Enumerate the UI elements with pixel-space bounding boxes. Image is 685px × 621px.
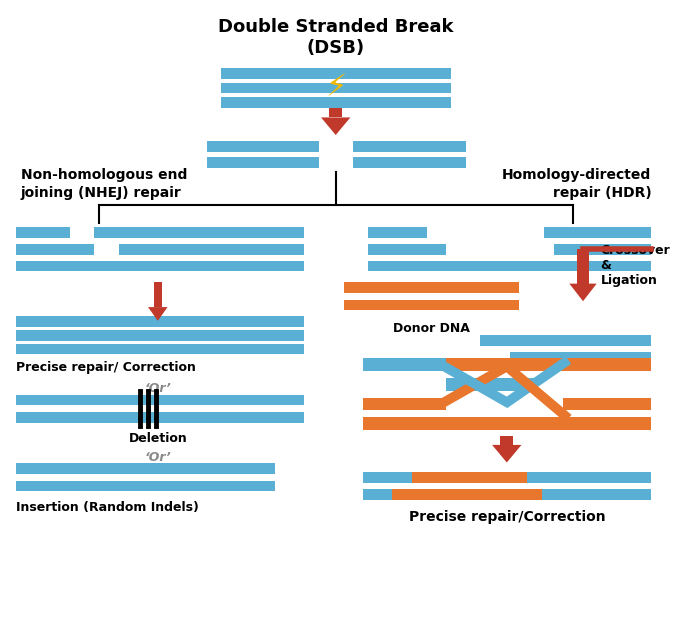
Text: Non-homologous end
joining (NHEJ) repair: Non-homologous end joining (NHEJ) repair xyxy=(21,168,187,199)
Bar xyxy=(221,97,451,108)
Bar xyxy=(363,358,446,371)
Text: Double Stranded Break
(DSB): Double Stranded Break (DSB) xyxy=(218,18,453,57)
Bar xyxy=(207,157,319,168)
Bar xyxy=(412,472,527,483)
Polygon shape xyxy=(492,445,521,463)
Bar xyxy=(344,300,519,310)
Bar xyxy=(553,244,651,255)
Bar xyxy=(329,107,342,117)
Bar xyxy=(16,481,275,491)
Bar xyxy=(221,83,451,94)
Bar xyxy=(353,157,466,168)
Bar xyxy=(16,463,275,474)
Text: ⚡: ⚡ xyxy=(325,74,347,102)
Bar xyxy=(368,244,446,255)
Bar xyxy=(392,489,542,500)
Bar xyxy=(527,472,651,483)
Bar xyxy=(16,227,70,238)
Text: Homology-directed
repair (HDR): Homology-directed repair (HDR) xyxy=(502,168,651,199)
Bar xyxy=(501,436,513,445)
Bar xyxy=(221,68,451,79)
Bar xyxy=(542,489,651,500)
Bar xyxy=(510,351,651,362)
Bar xyxy=(16,244,95,255)
Text: Deletion: Deletion xyxy=(128,432,187,445)
Bar xyxy=(480,335,651,346)
Text: ‘Or’: ‘Or’ xyxy=(145,451,171,464)
Bar xyxy=(446,358,564,371)
Text: Insertion (Random Indels): Insertion (Random Indels) xyxy=(16,501,199,514)
Polygon shape xyxy=(569,284,597,301)
Bar xyxy=(363,489,392,500)
Bar xyxy=(16,261,304,271)
Bar xyxy=(119,244,304,255)
Bar xyxy=(344,282,519,293)
Bar xyxy=(363,417,651,430)
Text: ‘Or’: ‘Or’ xyxy=(145,383,171,396)
Text: Donor DNA: Donor DNA xyxy=(393,322,470,335)
Bar xyxy=(353,142,466,152)
Bar xyxy=(16,412,304,423)
Bar xyxy=(16,316,304,327)
Bar xyxy=(16,344,304,355)
Polygon shape xyxy=(321,117,350,135)
Text: Precise repair/ Correction: Precise repair/ Correction xyxy=(16,361,196,374)
Bar xyxy=(368,261,651,271)
Bar xyxy=(363,397,446,410)
Text: Precise repair/Correction: Precise repair/Correction xyxy=(409,510,606,524)
Bar xyxy=(95,227,304,238)
Bar xyxy=(16,394,304,406)
Bar xyxy=(564,397,651,410)
Bar xyxy=(564,358,651,371)
Polygon shape xyxy=(148,307,168,321)
Bar xyxy=(577,250,589,284)
Text: Crossover
&
Ligation: Crossover & Ligation xyxy=(601,244,671,287)
Bar xyxy=(207,142,319,152)
Bar xyxy=(446,378,534,391)
Bar xyxy=(368,227,427,238)
Bar xyxy=(544,227,651,238)
Bar xyxy=(154,282,162,307)
Bar xyxy=(363,472,412,483)
Bar xyxy=(16,330,304,341)
